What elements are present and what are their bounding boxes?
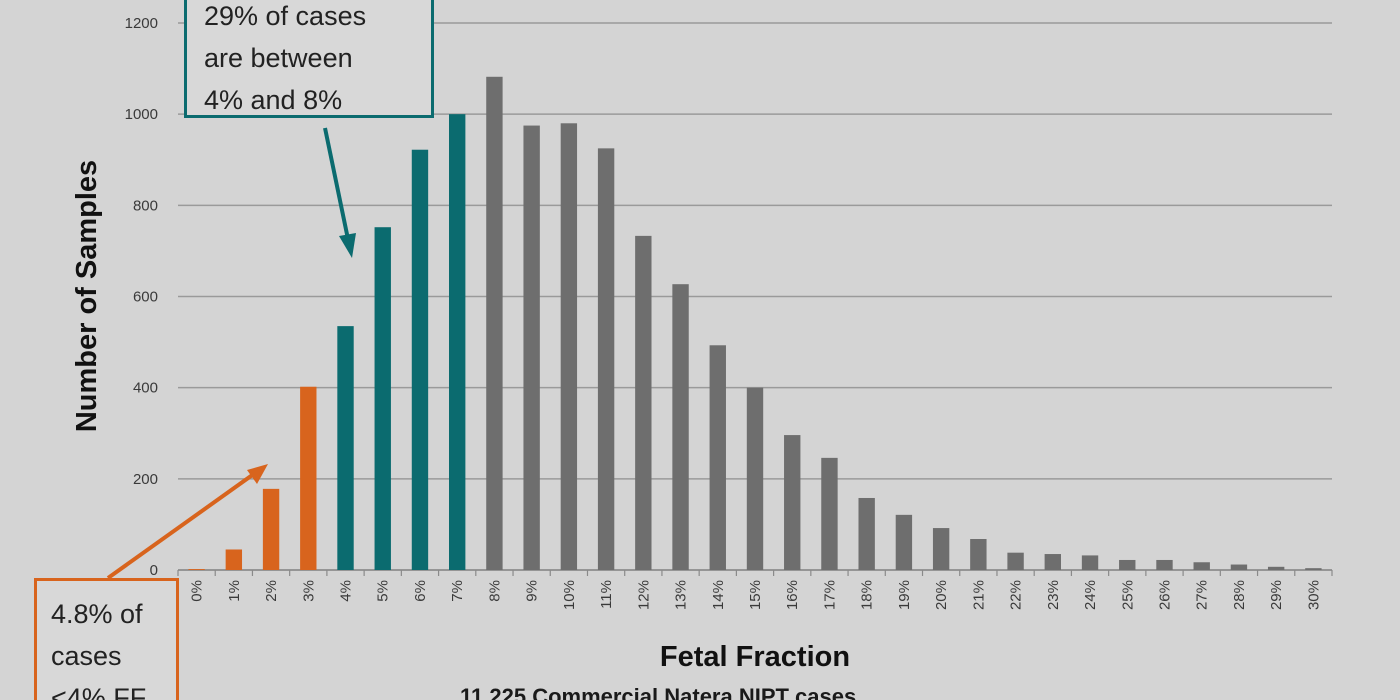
y-tick-label: 1200	[125, 15, 158, 32]
bar	[337, 326, 354, 570]
x-tick-label: 12%	[635, 580, 652, 610]
x-tick-label: 21%	[970, 580, 987, 610]
y-tick-label: 200	[133, 471, 158, 488]
x-tick-label: 10%	[561, 580, 578, 610]
bar	[895, 514, 913, 570]
orange-callout-line: cases	[51, 641, 122, 671]
bar	[1230, 564, 1248, 570]
bar	[1081, 555, 1099, 570]
x-tick-label: 6%	[412, 580, 429, 602]
x-tick-label: 4%	[338, 580, 355, 602]
x-tick-label: 1%	[226, 580, 243, 602]
x-tick-label: 2%	[263, 580, 280, 602]
y-tick-label: 400	[133, 380, 158, 397]
bar	[374, 227, 391, 571]
x-tick-label: 18%	[859, 580, 876, 610]
bar	[746, 387, 764, 570]
x-tick-label: 17%	[821, 580, 838, 610]
bar	[932, 528, 950, 570]
bar	[635, 235, 652, 571]
x-tick-label: 19%	[896, 580, 913, 610]
x-tick-label: 14%	[710, 580, 727, 610]
bar	[523, 125, 540, 570]
bar	[262, 488, 280, 570]
x-tick-label: 22%	[1008, 580, 1025, 610]
bar	[1156, 559, 1173, 570]
x-tick-label: 13%	[673, 580, 690, 610]
x-tick-label: 30%	[1305, 580, 1322, 610]
orange-arrow	[106, 464, 268, 580]
x-tick-label: 23%	[1045, 580, 1062, 610]
orange-callout: 4.8% of cases <4% FF	[34, 578, 179, 700]
x-axis-title: Fetal Fraction	[660, 641, 850, 673]
bar	[1267, 566, 1285, 570]
bar	[672, 284, 689, 570]
y-tick-labels: 0 200 400 600 800 1000 1200	[125, 15, 158, 579]
teal-callout-line: are between	[204, 43, 353, 73]
bar	[225, 549, 243, 570]
x-tick-label: 0%	[189, 580, 206, 602]
x-tick-labels: 0% 1% 2% 3% 4% 5% 6% 7% 8% 9% 10% 11% 12% 13% 14% 15% 16…	[189, 580, 1323, 610]
bar	[858, 497, 875, 570]
orange-callout-line: 4.8% of	[51, 599, 143, 629]
x-tick-label: 16%	[784, 580, 801, 610]
x-tick-label: 24%	[1082, 580, 1099, 610]
y-tick-label: 1000	[125, 106, 158, 123]
x-tick-label: 5%	[375, 580, 392, 602]
bar	[1193, 562, 1210, 570]
x-tick-label: 11%	[598, 580, 615, 609]
x-tick-label: 25%	[1119, 580, 1136, 610]
x-tick-label: 29%	[1268, 580, 1285, 610]
bar	[970, 539, 987, 570]
bar	[188, 569, 205, 570]
teal-callout-line: 29% of cases	[204, 1, 367, 31]
bar	[821, 457, 838, 570]
x-tick-label: 3%	[300, 580, 317, 602]
teal-callout: 29% of cases are between 4% and 8%	[184, 0, 434, 118]
bar	[1119, 559, 1136, 570]
orange-callout-line: <4% FF	[51, 683, 147, 700]
y-tick-label: 800	[133, 197, 158, 214]
teal-callout-line: 4% and 8%	[204, 85, 343, 115]
x-tick-label: 8%	[486, 580, 503, 602]
bars	[188, 76, 1322, 571]
bar	[411, 149, 429, 570]
y-tick-label: 600	[133, 289, 158, 306]
bar	[1007, 552, 1024, 570]
x-tick-label: 20%	[933, 580, 950, 610]
bar	[449, 114, 466, 571]
y-axis-title: Number of Samples	[71, 160, 103, 432]
x-tick-label: 28%	[1231, 580, 1248, 610]
bar	[1305, 568, 1322, 570]
bar	[300, 386, 317, 570]
y-tick-label: 0	[150, 562, 158, 579]
bar	[560, 123, 578, 571]
bar	[784, 435, 801, 570]
x-tick-label: 7%	[449, 580, 466, 602]
x-tick-label: 27%	[1194, 580, 1211, 610]
teal-arrow	[323, 127, 356, 258]
x-tick-label: 26%	[1156, 580, 1173, 610]
bar	[597, 148, 615, 570]
x-tick-label: 15%	[747, 580, 764, 610]
x-tick-label: 9%	[524, 580, 541, 602]
bar	[709, 345, 726, 570]
chart-footer: 11,225 Commercial Natera NIPT cases	[460, 684, 857, 700]
bar	[486, 76, 503, 570]
bar	[1044, 554, 1061, 570]
